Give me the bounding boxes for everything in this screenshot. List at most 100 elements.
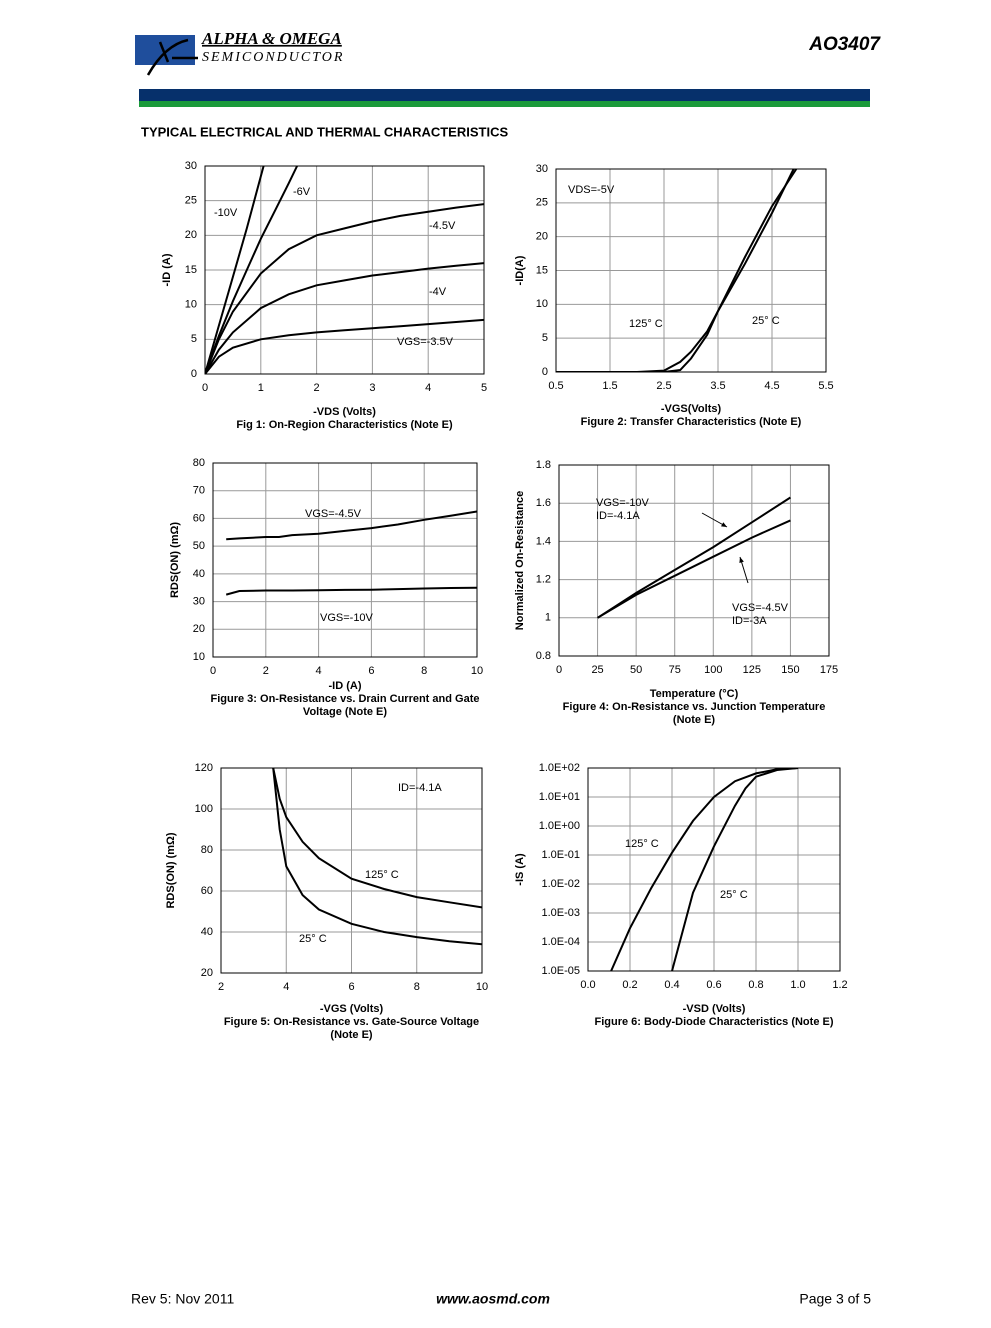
series-line <box>205 166 265 374</box>
x-tick-label: 5 <box>481 382 487 394</box>
x-tick-label: 6 <box>368 665 374 677</box>
y-tick-label: 30 <box>536 163 548 175</box>
y-tick-label: 25 <box>185 195 197 207</box>
series-line <box>597 496 791 619</box>
series-label: VGS=-3.5V <box>397 336 454 348</box>
y-tick-label: 10 <box>185 299 197 311</box>
y-tick-label: 1.8 <box>536 459 551 471</box>
y-tick-label: 1.4 <box>536 535 551 547</box>
plot-frame <box>220 767 483 974</box>
annotation: ID=-3A <box>732 615 767 627</box>
figure-caption: Figure 5: On-Resistance vs. Gate-Source … <box>224 1016 479 1028</box>
series-label: VGS=-4.5V <box>732 602 789 614</box>
x-tick-label: 150 <box>781 664 799 676</box>
y-tick-label: 1.0E-05 <box>541 965 580 977</box>
series-label: 25° C <box>299 933 327 945</box>
series-line <box>610 768 799 971</box>
y-axis-label: -IS (A) <box>514 853 526 886</box>
y-axis-label: Normalized On-Resistance <box>514 491 526 630</box>
x-tick-label: 3.5 <box>710 380 725 392</box>
x-tick-label: 2.5 <box>656 380 671 392</box>
y-tick-label: 1.0E+00 <box>539 820 580 832</box>
x-tick-label: 1.5 <box>602 380 617 392</box>
x-tick-label: 4 <box>283 981 289 993</box>
y-tick-label: 1 <box>545 612 551 624</box>
plot-frame <box>587 767 841 972</box>
y-tick-label: 1.0E+02 <box>539 762 580 774</box>
x-tick-label: 1.0 <box>790 979 805 991</box>
x-tick-label: 0.8 <box>748 979 763 991</box>
x-tick-label: 0.4 <box>664 979 679 991</box>
arrow-head <box>721 522 727 527</box>
series-label: 125° C <box>625 838 659 850</box>
x-axis-label: -VGS(Volts) <box>661 403 722 415</box>
x-tick-label: 1.2 <box>832 979 847 991</box>
y-tick-label: 10 <box>193 651 205 663</box>
y-tick-label: 60 <box>201 885 213 897</box>
y-tick-label: 1.6 <box>536 497 551 509</box>
x-tick-label: 2 <box>314 382 320 394</box>
y-axis-label: RDS(ON) (mΩ) <box>165 832 177 908</box>
footer-website: www.aosmd.com <box>436 1291 550 1307</box>
series-line <box>556 169 798 372</box>
figure-caption: Figure 6: Body-Diode Characteristics (No… <box>595 1016 834 1028</box>
series-line <box>597 519 791 619</box>
x-tick-label: 0 <box>556 664 562 676</box>
x-tick-label: 5.5 <box>818 380 833 392</box>
x-tick-label: 175 <box>820 664 838 676</box>
y-tick-label: 15 <box>185 264 197 276</box>
x-tick-label: 8 <box>421 665 427 677</box>
series-line <box>225 586 477 596</box>
series-label: -4.5V <box>429 220 456 232</box>
part-number: AO3407 <box>808 34 881 55</box>
figure-caption: Fig 1: On-Region Characteristics (Note E… <box>236 419 453 431</box>
x-tick-label: 2 <box>218 981 224 993</box>
x-axis-label: -ID (A) <box>329 680 362 692</box>
y-tick-label: 120 <box>195 762 213 774</box>
annotation: ID=-4.1A <box>398 782 442 794</box>
annotation: VDS=-5V <box>568 184 615 196</box>
plot-frame <box>204 165 485 375</box>
footer-revision: Rev 5: Nov 2011 <box>131 1291 234 1307</box>
y-tick-label: 1.0E-04 <box>541 936 580 948</box>
series-label: VGS=-10V <box>596 497 650 509</box>
x-tick-label: 10 <box>476 981 488 993</box>
series-label: VGS=-10V <box>320 612 374 624</box>
y-tick-label: 70 <box>193 485 205 497</box>
y-tick-label: 1.2 <box>536 574 551 586</box>
plot-frame <box>212 462 478 658</box>
x-tick-label: 25 <box>591 664 603 676</box>
plot-frame <box>558 464 830 657</box>
x-tick-label: 0 <box>210 665 216 677</box>
y-tick-label: 1.0E-03 <box>541 907 580 919</box>
x-tick-label: 4 <box>425 382 431 394</box>
x-tick-label: 0.2 <box>622 979 637 991</box>
series-line <box>205 318 484 374</box>
y-tick-label: 5 <box>191 333 197 345</box>
figure-caption: (Note E) <box>330 1029 373 1041</box>
series-line <box>205 203 484 374</box>
y-tick-label: 25 <box>536 197 548 209</box>
y-tick-label: 0.8 <box>536 650 551 662</box>
division-name: SEMICONDUCTOR <box>202 50 344 65</box>
y-tick-label: 15 <box>536 264 548 276</box>
y-tick-label: 5 <box>542 332 548 344</box>
y-tick-label: 50 <box>193 540 205 552</box>
series-line <box>671 768 799 971</box>
series-label: VGS=-4.5V <box>305 508 362 520</box>
series-label: 125° C <box>365 869 399 881</box>
series-line <box>205 166 298 374</box>
x-tick-label: 50 <box>630 664 642 676</box>
y-tick-label: 0 <box>542 366 548 378</box>
header-bar-green <box>139 101 870 107</box>
x-tick-label: 4.5 <box>764 380 779 392</box>
series-label: 25° C <box>752 315 780 327</box>
figure-caption: Figure 4: On-Resistance vs. Junction Tem… <box>563 701 826 713</box>
x-tick-label: 3 <box>369 382 375 394</box>
series-label: 125° C <box>629 318 663 330</box>
x-axis-label: Temperature (°C) <box>650 688 739 700</box>
figure-caption: Figure 3: On-Resistance vs. Drain Curren… <box>211 693 480 705</box>
x-tick-label: 0.5 <box>548 380 563 392</box>
x-tick-label: 125 <box>743 664 761 676</box>
